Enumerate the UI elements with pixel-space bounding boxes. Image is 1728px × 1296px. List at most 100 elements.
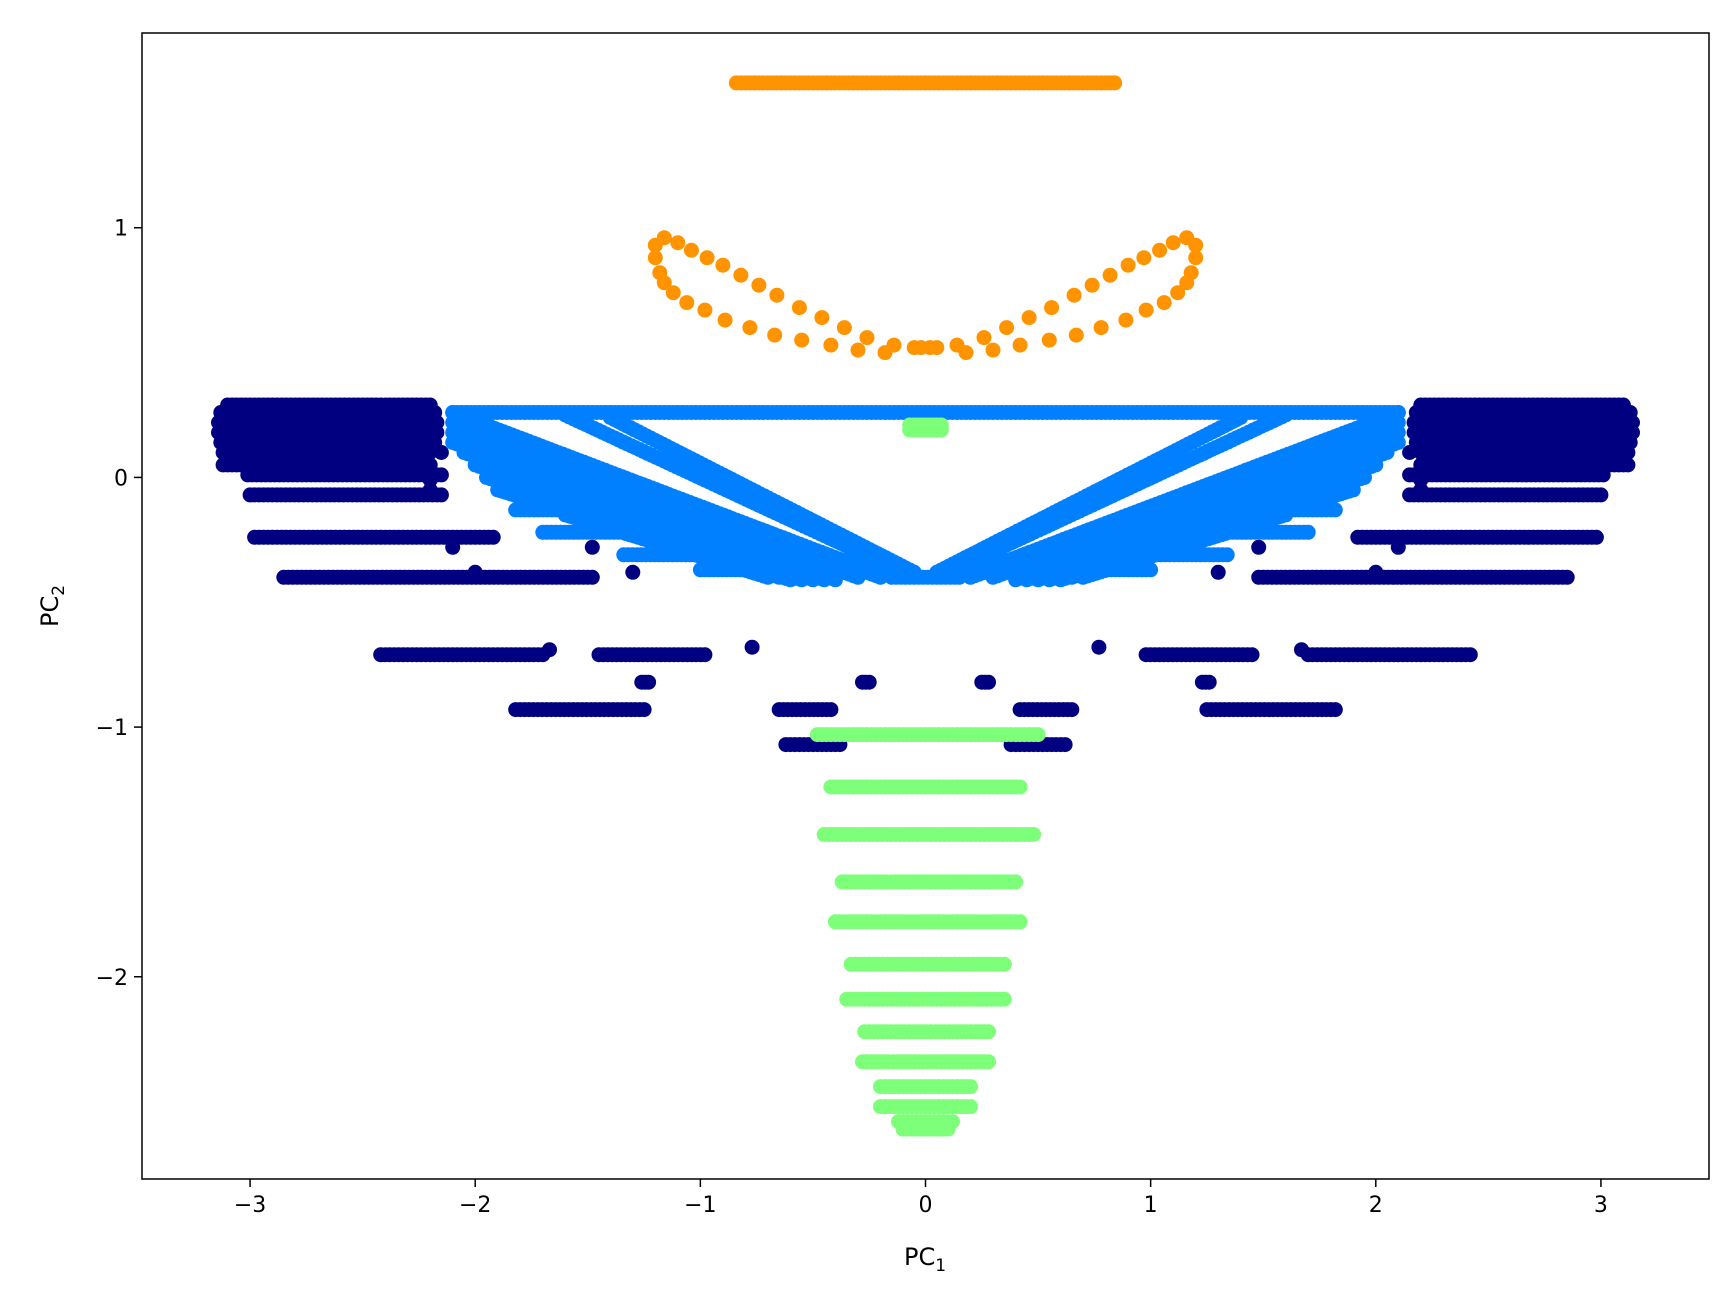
data-point-series-1	[1091, 639, 1107, 655]
x-tick-label: 1	[1144, 1193, 1158, 1218]
data-point-series-1	[1462, 647, 1478, 663]
data-point-series-3	[823, 337, 839, 353]
data-point-series-2	[1030, 572, 1046, 588]
data-point-series-3	[1179, 230, 1195, 246]
data-point-series-3	[715, 257, 731, 273]
data-point-series-1	[422, 445, 438, 460]
data-point-series-3	[1156, 295, 1172, 311]
data-point-series-1	[1201, 674, 1217, 690]
y-axis-label-main: PC	[36, 596, 64, 627]
data-point-series-3	[976, 330, 992, 346]
data-point-series-4	[963, 1099, 978, 1115]
data-point-series-1	[1620, 457, 1636, 473]
data-point-series-2	[827, 572, 843, 588]
data-point-series-1	[861, 674, 877, 690]
x-tick-label: −2	[459, 1193, 491, 1218]
x-tick-label: −1	[684, 1193, 716, 1218]
data-point-series-3	[985, 342, 1001, 358]
data-point-series-2	[929, 564, 945, 580]
data-point-series-1	[744, 639, 760, 655]
data-point-series-2	[1041, 572, 1057, 588]
data-point-series-3	[958, 345, 974, 361]
data-point-series-3	[1136, 250, 1152, 266]
data-point-series-2	[1008, 572, 1024, 588]
data-point-series-3	[1170, 285, 1186, 301]
data-point-series-3	[836, 320, 852, 336]
data-point-series-4	[963, 1079, 978, 1095]
data-point-series-3	[906, 340, 922, 356]
data-point-series-2	[816, 572, 832, 588]
data-point-series-3	[850, 342, 866, 358]
data-point-series-4	[996, 956, 1012, 972]
data-point-series-2	[873, 569, 888, 585]
data-point-series-4	[933, 422, 949, 438]
data-point-series-3	[751, 277, 767, 293]
data-point-series-1	[625, 564, 641, 580]
y-tick-label: 1	[114, 217, 128, 242]
data-point-series-1	[636, 702, 652, 718]
data-point-series-1	[981, 674, 996, 690]
data-point-series-3	[1138, 302, 1154, 318]
data-point-series-2	[963, 569, 978, 585]
data-point-series-3	[877, 345, 893, 361]
data-point-series-2	[1300, 524, 1316, 540]
data-point-series-1	[1588, 529, 1604, 545]
x-tick-label: 2	[1369, 1193, 1383, 1218]
x-tick-label: −3	[234, 1193, 266, 1218]
data-point-series-3	[1044, 300, 1060, 316]
data-point-series-3	[733, 267, 749, 283]
data-point-series-1	[1057, 737, 1073, 753]
data-point-series-4	[1012, 779, 1028, 795]
data-point-series-3	[1120, 257, 1136, 273]
data-point-series-4	[1008, 874, 1024, 890]
x-tick-label: 3	[1594, 1193, 1608, 1218]
data-point-series-2	[782, 572, 798, 588]
data-point-series-3	[697, 302, 713, 318]
data-point-series-4	[981, 1054, 996, 1070]
data-point-series-3	[1093, 320, 1109, 336]
data-point-series-4	[1026, 827, 1042, 842]
x-axis-label-subscript: 1	[935, 1256, 946, 1276]
data-point-series-3	[1068, 327, 1084, 343]
y-axis-label-subscript: 2	[49, 585, 69, 596]
x-tick-label: 0	[919, 1193, 933, 1218]
data-point-series-2	[794, 572, 810, 588]
data-point-series-1	[485, 529, 501, 545]
y-tick-label: −1	[96, 716, 128, 741]
data-point-series-3	[1041, 332, 1057, 348]
data-point-series-1	[542, 642, 557, 658]
data-point-series-3	[683, 242, 699, 258]
data-point-series-1	[422, 472, 438, 488]
data-point-series-3	[791, 300, 807, 316]
data-point-series-1	[433, 487, 449, 503]
data-point-series-1	[1327, 702, 1343, 718]
y-tick-label: 0	[114, 466, 128, 491]
data-point-series-4	[940, 1121, 956, 1137]
data-point-series-3	[1102, 267, 1118, 283]
data-point-series-2	[1075, 569, 1091, 585]
data-point-series-1	[1620, 445, 1636, 460]
data-point-series-2	[760, 569, 776, 585]
data-point-series-1	[584, 569, 600, 585]
data-point-series-1	[1368, 564, 1384, 580]
data-point-series-4	[1012, 914, 1028, 930]
data-point-series-1	[1210, 564, 1226, 580]
data-point-series-3	[767, 327, 783, 343]
data-point-series-3	[859, 330, 875, 346]
data-point-series-3	[656, 230, 672, 246]
data-points	[211, 75, 1640, 1137]
data-point-series-3	[742, 320, 758, 336]
data-point-series-2	[1019, 572, 1035, 588]
data-point-series-1	[823, 702, 839, 718]
data-point-series-4	[996, 991, 1012, 1007]
data-point-series-3	[1066, 287, 1082, 303]
data-point-series-1	[1559, 569, 1575, 585]
data-point-series-3	[794, 332, 810, 348]
data-point-series-1	[1251, 539, 1267, 555]
data-point-series-1	[433, 445, 449, 460]
data-point-series-3	[1118, 312, 1134, 328]
data-point-series-1	[641, 674, 657, 690]
data-point-series-3	[999, 320, 1015, 336]
data-point-series-3	[1084, 277, 1100, 293]
